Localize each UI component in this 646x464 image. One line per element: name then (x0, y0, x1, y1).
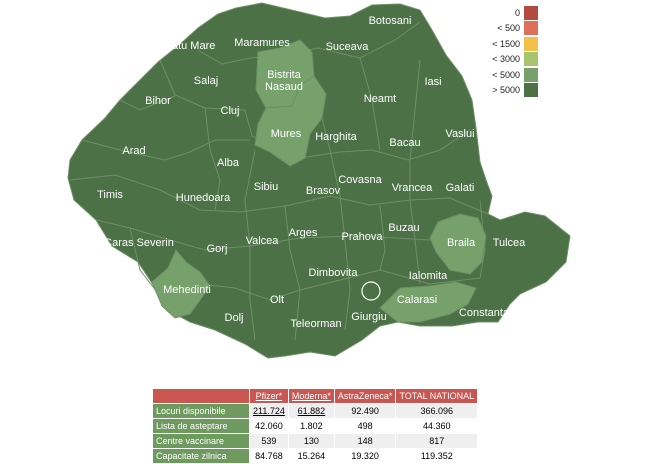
table-header-row: Pfizer* Moderna* AstraZeneca* TOTAL NATI… (152, 388, 479, 404)
county-label: Vaslui (445, 128, 474, 140)
bucharest-marker (361, 281, 381, 301)
county-label: Iasi (424, 76, 441, 88)
legend-swatch (524, 83, 538, 98)
county-label: Brasov (306, 185, 341, 197)
county-label: Covasna (338, 174, 382, 186)
county-label: Arges (289, 227, 318, 239)
county-label: Teleorman (290, 318, 341, 330)
county-label: Arad (122, 145, 145, 157)
table-corner-cell (152, 388, 250, 404)
county-label: Vrancea (392, 182, 433, 194)
county-label: Valcea (246, 235, 280, 247)
legend-swatch (524, 36, 538, 51)
table-cell: 130 (287, 433, 335, 449)
county-label: Bacau (389, 137, 420, 149)
county-label: Caras Severin (104, 237, 174, 249)
table-cell: 1.802 (287, 418, 335, 434)
table-cell: 84.768 (249, 448, 289, 464)
county-braila (429, 213, 487, 275)
county-label: Satu Mare (165, 40, 216, 52)
table-cell: 44.360 (395, 418, 479, 434)
table-cell[interactable]: 211.724 (249, 403, 289, 419)
county-label: Dimbovita (309, 267, 359, 279)
row-label: Lista de asteptare (152, 418, 250, 434)
county-mures (254, 75, 327, 167)
legend-label: < 1500 (492, 38, 520, 49)
county-label: Salaj (194, 75, 218, 87)
legend-item: 0 (478, 5, 538, 21)
county-label: Suceava (326, 41, 370, 53)
legend-swatch (524, 67, 538, 82)
table-cell[interactable]: 61.882 (287, 403, 335, 419)
legend-item: < 500 (478, 21, 538, 37)
legend-swatch (524, 52, 538, 67)
table-cell: 119.352 (395, 448, 479, 464)
county-label: Maramures (234, 37, 290, 49)
table-row: Centre vaccinare 539 130 148 817 (152, 433, 479, 449)
county-label: Prahova (342, 231, 384, 243)
table-cell: 366.096 (395, 403, 479, 419)
county-label: Braila (447, 237, 476, 249)
table-row: Lista de asteptare 42.060 1.802 498 44.3… (152, 418, 479, 434)
county-label: Sibiu (254, 181, 278, 193)
county-label: Hunedoara (176, 192, 231, 204)
table-cell: 42.060 (249, 418, 289, 434)
county-label: Bistrita Nasaud (265, 69, 303, 93)
vaccination-stats-table: Pfizer* Moderna* AstraZeneca* TOTAL NATI… (152, 388, 479, 464)
county-label: Harghita (315, 131, 357, 143)
county-label: Giurgiu (351, 311, 386, 323)
county-label: Constanta (459, 307, 510, 319)
table-row: Locuri disponibile 211.724 61.882 92.490… (152, 403, 479, 419)
county-label: Olt (270, 294, 284, 306)
row-label: Capacitate zilnica (152, 448, 250, 464)
row-label: Locuri disponibile (152, 403, 250, 419)
legend-swatch (524, 21, 538, 36)
county-label: Dolj (225, 312, 244, 324)
table-cell: 539 (249, 433, 289, 449)
county-borders (69, 21, 489, 341)
county-label: Gorj (207, 243, 228, 255)
county-label: Neamt (364, 93, 396, 105)
county-label: Mehedinti (163, 284, 211, 296)
county-calarasi (379, 281, 477, 323)
county-label: Botosani (369, 15, 412, 27)
county-label: Tulcea (493, 237, 526, 249)
table-row: Capacitate zilnica 84.768 15.264 19.320 … (152, 448, 479, 464)
table-cell: 19.320 (333, 448, 397, 464)
legend-item: < 1500 (478, 36, 538, 52)
column-header-total: TOTAL NATIONAL (395, 388, 479, 404)
county-label: Cluj (221, 105, 240, 117)
county-mehedinti (151, 249, 211, 319)
row-label: Centre vaccinare (152, 433, 250, 449)
legend-item: < 5000 (478, 67, 538, 83)
column-header-pfizer[interactable]: Pfizer* (249, 388, 289, 404)
county-label: Bihor (145, 95, 171, 107)
legend-label: 0 (514, 7, 520, 18)
legend-label: < 5000 (492, 69, 520, 80)
legend-label: > 5000 (492, 85, 520, 96)
county-label: Galati (446, 182, 475, 194)
table-cell: 15.264 (287, 448, 335, 464)
table-cell: 817 (395, 433, 479, 449)
county-label: Mures (271, 128, 302, 140)
county-label: Alba (217, 157, 240, 169)
legend-item: > 5000 (478, 83, 538, 99)
column-header-astrazeneca: AstraZeneca* (333, 388, 397, 404)
legend-label: < 500 (497, 23, 520, 34)
county-label: Calarasi (397, 294, 437, 306)
county-label: Buzau (388, 222, 419, 234)
table-cell: 148 (333, 433, 397, 449)
legend-label: < 3000 (492, 54, 520, 65)
county-label: Timis (97, 189, 123, 201)
legend: 0 < 500 < 1500 < 3000 < 5000 > 5000 (478, 5, 538, 98)
legend-item: < 3000 (478, 52, 538, 68)
legend-swatch (524, 5, 538, 20)
county-label: Ialomita (409, 270, 448, 282)
table-cell: 498 (333, 418, 397, 434)
romania-county-map: Botosani Satu Mare Maramures Suceava Bistrit… (67, 2, 571, 359)
table-cell: 92.490 (333, 403, 397, 419)
column-header-moderna[interactable]: Moderna* (287, 388, 335, 404)
